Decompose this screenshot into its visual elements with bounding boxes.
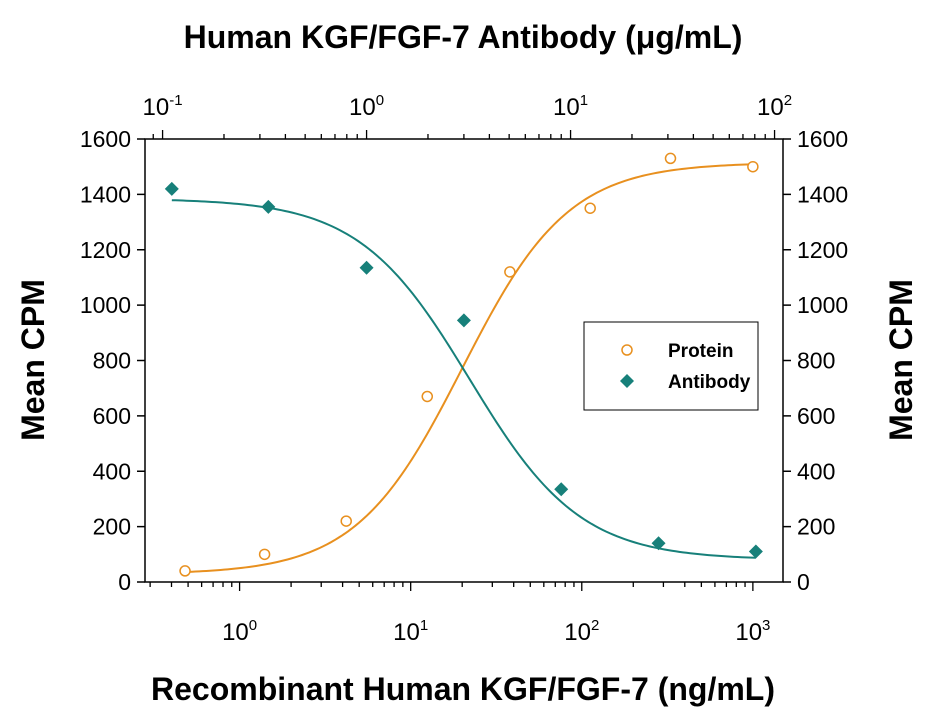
x-bottom-tick-label: 100 [222, 617, 257, 646]
left-axis-title: Mean CPM [15, 279, 51, 441]
x-bottom-tick-label: 101 [393, 617, 428, 646]
top-axis-title: Human KGF/FGF-7 Antibody (μg/mL) [184, 19, 743, 55]
bottom-axis-title: Recombinant Human KGF/FGF-7 (ng/mL) [151, 671, 775, 707]
antibody-data-point [651, 536, 666, 551]
protein-data-point [504, 266, 516, 278]
y-left-tick-label: 1000 [80, 292, 131, 318]
y-left-tick-label: 600 [93, 403, 131, 429]
antibody-data-point [359, 260, 374, 275]
protein-data-point [421, 390, 434, 403]
legend-protein-label: Protein [668, 341, 733, 362]
y-left-tick-label: 1600 [80, 126, 131, 152]
antibody-data-point [748, 544, 763, 559]
x-top-tick-label: 10-1 [143, 92, 183, 121]
x-bottom-tick-label: 103 [735, 617, 770, 646]
protein-data-point [664, 152, 677, 165]
protein-data-point [179, 565, 191, 577]
right-axis-title: Mean CPM [883, 279, 919, 441]
y-right-tick-label: 200 [797, 514, 835, 540]
y-right-tick-label: 0 [797, 569, 810, 595]
y-left-tick-label: 1400 [80, 181, 131, 207]
y-right-tick-label: 1000 [797, 292, 848, 318]
x-bottom-tick-label: 102 [564, 617, 599, 646]
legend-antibody-label: Antibody [668, 372, 751, 393]
antibody-data-point [456, 313, 471, 328]
legend-box [583, 321, 759, 411]
legend-protein-marker [621, 344, 633, 356]
y-right-tick-label: 1600 [797, 126, 848, 152]
y-right-tick-label: 600 [797, 403, 835, 429]
antibody-data-point [554, 482, 569, 497]
y-left-tick-label: 0 [118, 569, 131, 595]
y-right-tick-label: 800 [797, 348, 835, 374]
points-layer [164, 152, 763, 577]
protein-data-point [258, 548, 271, 561]
y-right-tick-label: 1200 [797, 237, 848, 263]
legend: Protein Antibody [583, 321, 759, 411]
y-left-tick-label: 1200 [80, 237, 131, 263]
antibody-data-point [261, 199, 276, 214]
antibody-data-point [164, 181, 179, 196]
y-right-tick-label: 1400 [797, 181, 848, 207]
x-top-tick-label: 101 [553, 92, 588, 121]
protein-data-point [747, 160, 759, 173]
y-left-tick-label: 200 [93, 514, 131, 540]
protein-data-point [340, 515, 352, 527]
legend-antibody-marker [620, 374, 634, 388]
protein-data-point [584, 202, 596, 214]
y-right-tick-label: 400 [797, 458, 835, 484]
x-top-tick-label: 102 [757, 92, 792, 121]
x-top-tick-label: 100 [349, 92, 384, 121]
protein-fit-curve [185, 163, 753, 574]
y-left-tick-label: 400 [93, 458, 131, 484]
axes-layer: 0 0 200 200 400 400 600 600 800 800 1000 1000 1200 12… [80, 92, 848, 646]
y-left-tick-label: 800 [93, 348, 131, 374]
